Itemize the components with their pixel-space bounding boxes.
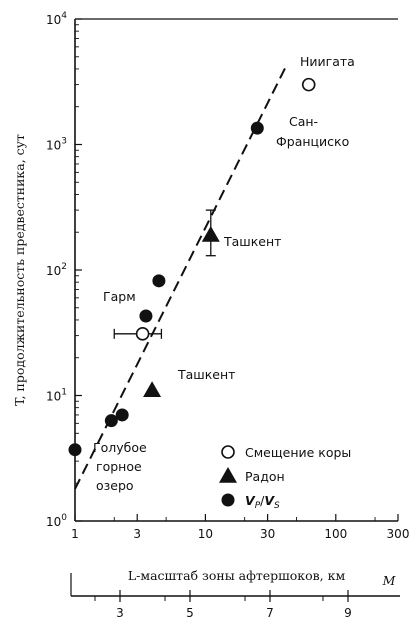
filled-circle-point [115,408,129,422]
annotation-tashkent: Ташкент [177,367,235,382]
annotation-tashkent-radon: Ташкент [223,234,281,249]
magnitude-axis-label: M [382,573,397,588]
annotation-niigata: Ниигата [300,54,355,69]
x-tick-label: 10 [198,527,213,541]
legend-label: VP/VS [245,493,280,511]
legend-label: Радон [245,469,285,484]
magnitude-tick-label: 7 [266,606,274,620]
y-axis-label: T, продолжительность предвестника, сут [12,134,27,406]
y-tick-label: 104 [46,11,67,27]
x-tick-label: 100 [324,527,347,541]
magnitude-tick-label: 9 [344,606,352,620]
magnitude-tick-label: 5 [186,606,194,620]
legend-open-circle-icon [221,445,235,459]
legend-label: Смещение коры [245,445,351,460]
legend-triangle-icon [219,467,237,483]
annotation-san-francisco-2: Франциско [276,134,349,149]
annotation-garm: Гарм [103,289,136,304]
x-tick-label: 1 [71,527,79,541]
y-tick-label: 103 [46,137,67,153]
filled-circle-point [152,274,166,288]
open-circle-point [135,327,150,341]
magnitude-tick-label: 3 [116,606,124,620]
annotation-blue-lake-3: озеро [96,478,134,493]
x-tick-label: 3 [133,527,141,541]
y-tick-label: 102 [46,262,67,278]
triangle-point [201,226,220,242]
open-circle-point [301,77,316,92]
annotation-san-francisco-1: Сан- [289,114,318,129]
filled-circle-point [139,309,153,323]
triangle-point [143,381,162,398]
x-tick-label: 30 [260,527,275,541]
legend-filled-circle-icon [221,493,235,507]
filled-circle-point [104,414,118,428]
filled-circle-point [68,443,82,457]
x-axis-label: L-масштаб зоны афтершоков, км [128,568,346,583]
filled-circle-point [250,121,264,135]
x-tick-label: 300 [387,527,410,541]
annotation-blue-lake-2: горное [96,459,142,474]
y-tick-label: 100 [46,513,67,529]
y-tick-label: 101 [46,388,67,404]
annotation-blue-lake-1: Голубое [93,440,147,455]
